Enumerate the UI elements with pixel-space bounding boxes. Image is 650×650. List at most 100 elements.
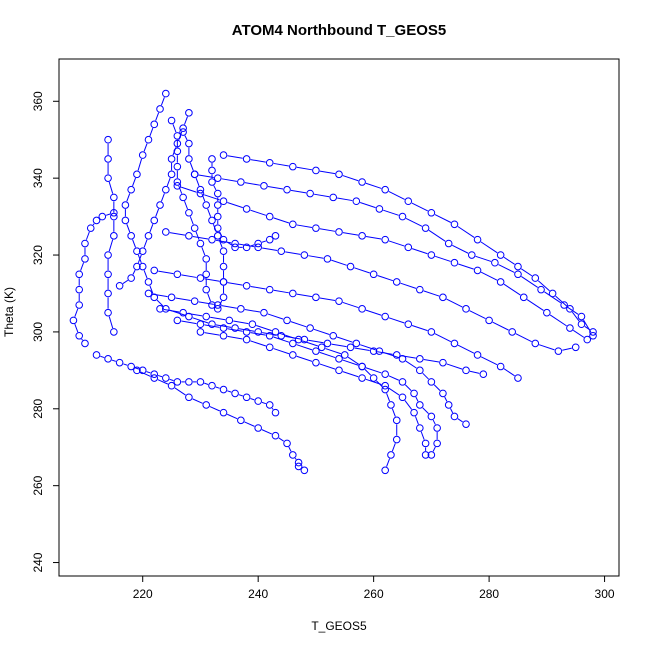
series-segment: [81, 338, 83, 341]
data-point: [265, 401, 274, 409]
series-segment: [432, 446, 436, 452]
data-point: [144, 278, 153, 286]
series-segment: [583, 319, 592, 333]
series-segment: [184, 200, 188, 210]
data-point: [202, 201, 211, 209]
data-point: [358, 305, 366, 313]
series-segment: [450, 408, 454, 414]
data-point: [202, 270, 211, 279]
data-point: [144, 232, 153, 240]
series-segment: [444, 396, 448, 402]
y-axis-label: Theta (K): [2, 287, 16, 337]
data-point: [554, 347, 563, 355]
series-trajectory: [121, 89, 488, 378]
data-point: [416, 401, 424, 409]
data-point: [208, 166, 216, 175]
data-point: [75, 331, 84, 340]
data-point: [254, 424, 262, 432]
chart-title: ATOM4 Northbound T_GEOS5: [232, 22, 446, 39]
series-segment: [498, 264, 515, 273]
data-point: [283, 439, 291, 448]
data-point: [127, 274, 135, 282]
data-point: [225, 316, 234, 325]
series-segment: [288, 446, 292, 452]
series-trajectory: [219, 151, 597, 336]
series-segment: [219, 300, 223, 306]
data-point: [300, 466, 309, 475]
series-segment: [157, 379, 169, 385]
data-point: [514, 374, 522, 382]
data-point: [127, 362, 135, 371]
data-point: [196, 274, 205, 282]
data-point: [387, 451, 395, 459]
series-segment: [233, 320, 249, 325]
data-point: [375, 347, 384, 355]
series-trajectory: [162, 228, 580, 355]
series-trajectory: [196, 328, 430, 459]
data-point: [589, 328, 597, 336]
y-tick-label: 340: [31, 168, 45, 188]
series-segment: [435, 255, 451, 262]
data-point: [219, 278, 228, 286]
data-point: [185, 378, 193, 386]
data-point: [121, 201, 130, 209]
data-point: [479, 370, 488, 378]
data-point: [450, 412, 459, 421]
data-point: [219, 262, 228, 271]
series-segment: [227, 202, 243, 209]
series-segment: [336, 336, 353, 343]
series-segment: [92, 223, 95, 226]
series-segment: [562, 347, 572, 351]
data-point: [450, 220, 459, 229]
data-point: [381, 381, 389, 390]
series-segment: [181, 320, 197, 325]
series-segment: [273, 289, 289, 294]
series-segment: [221, 178, 237, 182]
data-point: [265, 212, 274, 221]
series-segment: [308, 255, 324, 259]
data-point: [566, 324, 574, 332]
data-point: [138, 151, 147, 159]
data-point: [381, 185, 389, 194]
data-point: [329, 331, 338, 340]
data-point: [577, 320, 586, 329]
series-segment: [262, 247, 278, 252]
data-point: [375, 205, 384, 213]
data-point: [202, 401, 211, 409]
series-segment: [250, 159, 266, 163]
series-segment: [342, 175, 359, 182]
series-segment: [302, 340, 319, 347]
series-segment: [294, 457, 297, 460]
data-point: [242, 281, 251, 290]
data-point: [265, 331, 274, 340]
data-point: [173, 139, 182, 148]
series-trajectory: [173, 316, 441, 459]
series-segment: [359, 344, 376, 351]
data-point: [289, 162, 297, 171]
series-segment: [172, 147, 177, 156]
series-segment: [226, 413, 238, 420]
data-point: [358, 178, 366, 186]
data-point: [173, 378, 182, 386]
series-segment: [290, 321, 307, 328]
data-point: [219, 293, 228, 302]
data-point: [439, 293, 447, 302]
data-point: [335, 170, 343, 179]
series-segment: [158, 270, 174, 275]
data-point: [75, 301, 84, 309]
series-trajectory: [69, 208, 118, 348]
data-point: [196, 189, 205, 198]
data-point: [427, 251, 436, 259]
data-point: [289, 220, 297, 229]
series-segment: [163, 309, 180, 313]
data-point: [81, 255, 89, 263]
data-point: [260, 308, 268, 317]
data-point: [392, 351, 401, 359]
data-point: [179, 128, 187, 136]
data-point: [433, 424, 441, 432]
series-segment: [178, 185, 183, 194]
data-point: [156, 305, 164, 313]
data-point: [104, 355, 112, 363]
series-segment: [285, 251, 301, 255]
data-point: [167, 155, 176, 163]
